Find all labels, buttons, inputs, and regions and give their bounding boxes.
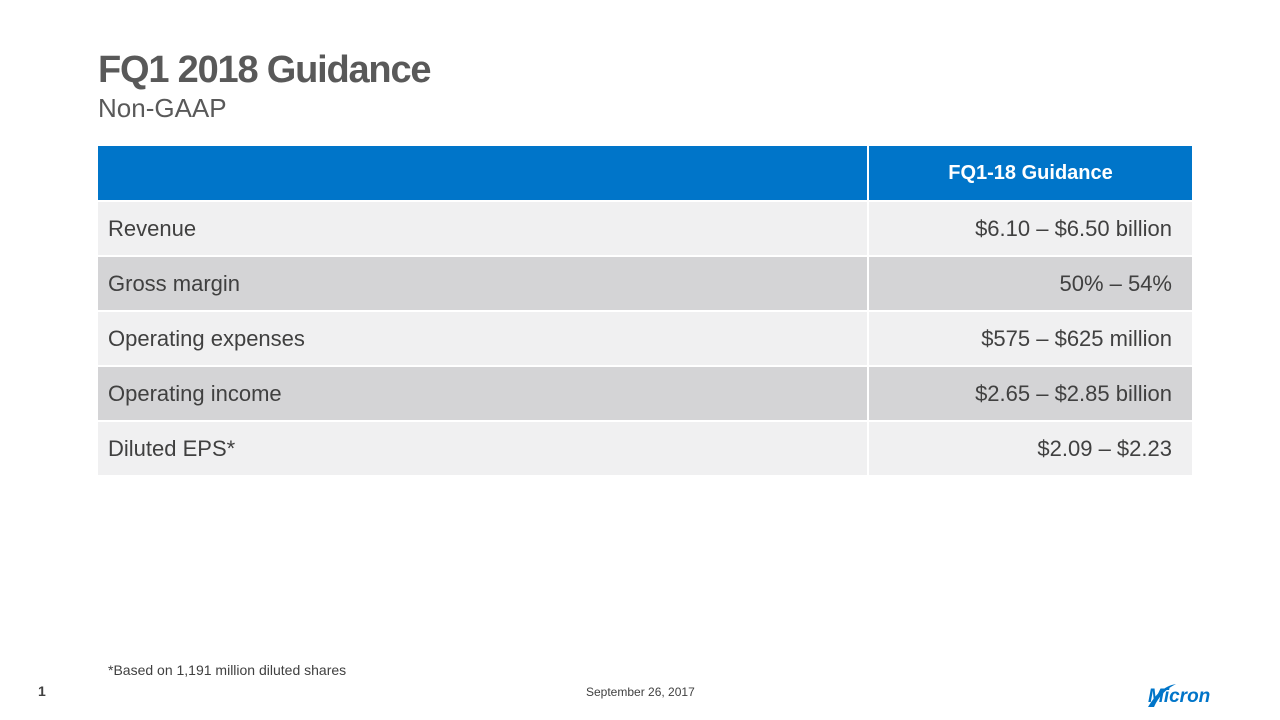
logo-wordmark: Micron [1148, 686, 1210, 707]
header-guidance-cell: FQ1-18 Guidance [868, 146, 1192, 202]
row-value: $6.10 – $6.50 billion [868, 201, 1192, 257]
row-label: Operating expenses [98, 311, 869, 367]
table-header-row: FQ1-18 Guidance [98, 146, 1192, 202]
table-row: Gross margin 50% – 54% [98, 256, 1192, 312]
footnote: *Based on 1,191 million diluted shares [108, 662, 347, 678]
row-label: Diluted EPS* [98, 421, 869, 477]
row-label: Operating income [98, 366, 869, 422]
header-label-cell [98, 146, 869, 202]
table-row: Revenue $6.10 – $6.50 billion [98, 201, 1192, 257]
slide-title: FQ1 2018 Guidance [98, 49, 432, 91]
row-value: $2.09 – $2.23 [868, 421, 1192, 477]
logo-swoosh [1148, 684, 1176, 707]
micron-logo: Micron [1148, 684, 1210, 707]
slide-subtitle: Non-GAAP [98, 93, 227, 123]
slide-date: September 26, 2017 [586, 685, 695, 699]
page-number: 1 [38, 683, 46, 699]
row-value: 50% – 54% [868, 256, 1192, 312]
row-value: $2.65 – $2.85 billion [868, 366, 1192, 422]
table-row: Diluted EPS* $2.09 – $2.23 [98, 421, 1192, 477]
table-row: Operating expenses $575 – $625 million [98, 311, 1192, 367]
row-label: Gross margin [98, 256, 869, 312]
row-label: Revenue [98, 201, 869, 257]
guidance-table: FQ1-18 Guidance Revenue $6.10 – $6.50 bi… [98, 146, 1192, 477]
row-value: $575 – $625 million [868, 311, 1192, 367]
table-row: Operating income $2.65 – $2.85 billion [98, 366, 1192, 422]
